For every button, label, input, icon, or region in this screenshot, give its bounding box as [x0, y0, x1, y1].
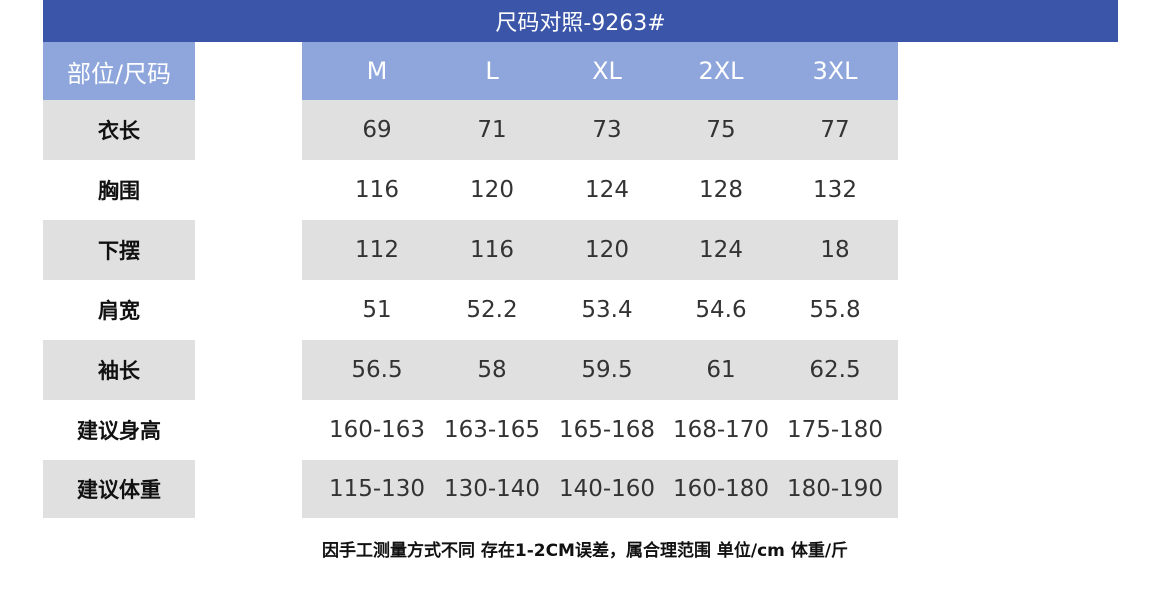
cell: 112 — [355, 237, 399, 263]
row-bg — [302, 460, 898, 518]
cell: 120 — [470, 177, 514, 203]
cell: 55.8 — [809, 297, 861, 323]
cell: 73 — [592, 117, 622, 143]
cell: 53.4 — [581, 297, 633, 323]
cell: 160-180 — [672, 476, 770, 502]
row-label: 下摆 — [43, 220, 195, 280]
title: 尺码对照-9263# — [43, 0, 1118, 42]
header-cell: L — [435, 42, 549, 100]
cell: 75 — [706, 117, 736, 143]
row-bg — [302, 340, 898, 400]
cell: 77 — [820, 117, 850, 143]
header-cell: M — [320, 42, 434, 100]
cell: 116 — [470, 237, 514, 263]
cell: 175-180 — [786, 417, 884, 443]
cell: 59.5 — [581, 357, 633, 383]
cell: 58 — [477, 357, 507, 383]
cell: 163-165 — [443, 417, 541, 443]
cell: 18 — [820, 237, 850, 263]
cell: 132 — [813, 177, 857, 203]
cell: 56.5 — [351, 357, 403, 383]
cell: 51 — [362, 297, 392, 323]
cell: 120 — [585, 237, 629, 263]
header-cell: 部位/尺码 — [43, 42, 195, 100]
cell: 168-170 — [672, 417, 770, 443]
row-label: 肩宽 — [98, 299, 140, 323]
cell: 165-168 — [558, 417, 656, 443]
note: 因手工测量方式不同 存在1-2CM误差，属合理范围 单位/cm 体重/斤 — [321, 540, 849, 561]
cell: 128 — [699, 177, 743, 203]
row-label: 袖长 — [43, 340, 195, 400]
cell: 62.5 — [809, 357, 861, 383]
cell: 54.6 — [695, 297, 747, 323]
cell: 124 — [585, 177, 629, 203]
cell: 116 — [355, 177, 399, 203]
cell: 130-140 — [443, 476, 541, 502]
cell: 160-163 — [328, 417, 426, 443]
cell: 115-130 — [328, 476, 426, 502]
row-label: 胸围 — [98, 179, 140, 203]
row-label: 衣长 — [43, 100, 195, 160]
header-cell: XL — [550, 42, 664, 100]
header-cell: 2XL — [664, 42, 778, 100]
row-label: 建议身高 — [77, 419, 161, 443]
cell: 124 — [699, 237, 743, 263]
cell: 71 — [477, 117, 507, 143]
cell: 61 — [706, 357, 736, 383]
cell: 69 — [362, 117, 392, 143]
header-cell: 3XL — [778, 42, 892, 100]
cell: 52.2 — [466, 297, 518, 323]
row-label: 建议体重 — [43, 460, 195, 518]
row-bg — [302, 100, 898, 160]
cell: 180-190 — [786, 476, 884, 502]
row-bg — [302, 220, 898, 280]
cell: 140-160 — [558, 476, 656, 502]
